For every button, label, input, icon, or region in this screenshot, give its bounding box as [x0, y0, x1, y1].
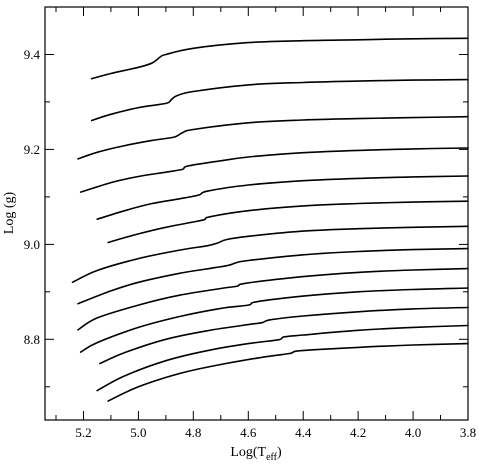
y-axis-title: Log (g) — [2, 191, 17, 234]
x-tick-label: 3.8 — [460, 425, 476, 440]
series-line-3 — [77, 115, 469, 160]
series-line-9 — [77, 267, 469, 331]
series-line-11 — [99, 306, 469, 365]
series-line-4 — [79, 147, 469, 193]
plot-frame — [44, 6, 469, 421]
x-tick-label: 4.6 — [240, 425, 257, 440]
series-line-1 — [90, 37, 469, 80]
x-tick-label: 5.0 — [130, 425, 146, 440]
axis-ticks: 5.2 5.0 4.8 4.6 4.4 4.2 4.0 3.8 8.8 9.0 9.2 9.4 — [24, 7, 476, 440]
x-tick-label: 4.4 — [295, 425, 312, 440]
series-curves — [71, 37, 469, 402]
series-line-8 — [77, 247, 469, 305]
series-line-2 — [90, 78, 469, 122]
y-tick-label: 9.2 — [24, 142, 40, 157]
series-line-5 — [96, 175, 469, 220]
x-tick-label: 4.0 — [405, 425, 421, 440]
series-line-12 — [96, 324, 469, 392]
series-line-10 — [79, 287, 469, 353]
x-tick-label: 4.8 — [185, 425, 201, 440]
y-tick-label: 9.4 — [24, 47, 41, 62]
x-tick-label: 5.2 — [75, 425, 91, 440]
series-line-13 — [107, 342, 469, 402]
y-tick-label: 8.8 — [24, 332, 40, 347]
series-line-6 — [107, 200, 469, 244]
y-tick-label: 9.0 — [24, 237, 40, 252]
x-tick-label: 4.2 — [350, 425, 366, 440]
series-line-7 — [71, 225, 469, 284]
x-axis-title: Log(Teff) — [230, 445, 282, 463]
